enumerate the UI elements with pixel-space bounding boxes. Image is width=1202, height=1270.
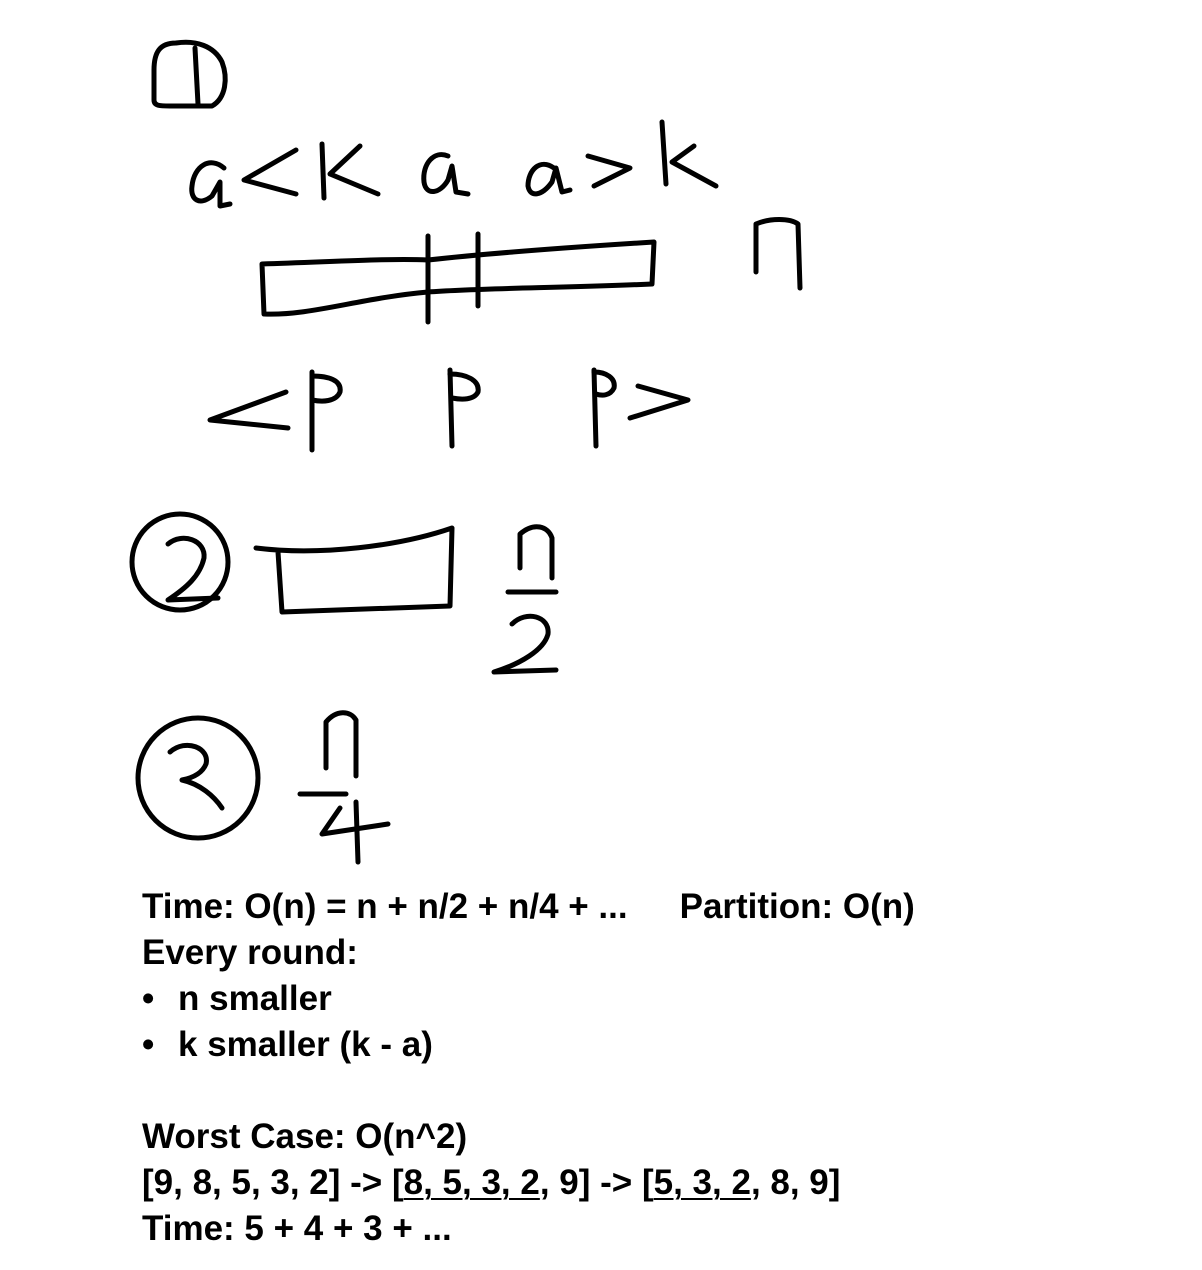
handwritten-sketch (129, 39, 803, 865)
every-round-heading: Every round: (142, 933, 358, 972)
time-complexity-line: Time: O(n) = n + n/2 + n/4 + ... Partitio… (142, 884, 915, 930)
array-rectangle (259, 231, 657, 325)
bullet-text: n smaller (178, 979, 332, 1018)
example-part: , 9] -> [ (539, 1163, 654, 1202)
time-complexity-text: Time: O(n) = n + n/2 + n/4 + ... (142, 887, 628, 926)
handwritten-n (753, 217, 803, 291)
step-3-marker (135, 715, 261, 841)
bullet-dot: • (142, 1025, 155, 1064)
bullet-item: • n smaller (142, 976, 915, 1022)
worst-case-block: Worst Case: O(n^2) [9, 8, 5, 3, 2] -> [8… (142, 1114, 840, 1252)
step-2-marker (129, 511, 231, 613)
handwritten-a-greater-than-k (525, 119, 719, 197)
example-underlined-part: 8, 5, 3, 2 (403, 1163, 540, 1202)
handwritten-a (421, 152, 471, 197)
example-part: [9, 8, 5, 3, 2] -> [ (142, 1163, 404, 1202)
bullet-dot: • (142, 979, 155, 1018)
bullet-item: • k smaller (k - a) (142, 1022, 915, 1068)
handwritten-n-over-2 (491, 524, 559, 675)
example-underlined-part: 5, 3, 2 (653, 1163, 751, 1202)
bullet-text: k smaller (k - a) (178, 1025, 433, 1064)
handwritten-p-greater-than (591, 367, 691, 449)
worst-case-heading: Worst Case: O(n^2) (142, 1117, 468, 1156)
handwritten-less-than-p (207, 369, 343, 453)
time-sum-line: Time: 5 + 4 + 3 + ... (142, 1209, 452, 1248)
worst-case-example: [9, 8, 5, 3, 2] -> [8, 5, 3, 2, 9] -> [5… (142, 1160, 840, 1206)
example-part: , 8, 9] (750, 1163, 841, 1202)
notes-block: Time: O(n) = n + n/2 + n/4 + ... Partitio… (142, 884, 915, 1068)
half-array-rectangle (253, 525, 455, 615)
handwritten-a-less-than-k (189, 141, 381, 209)
handwritten-n-over-4 (297, 710, 391, 865)
step-1-marker (151, 39, 228, 109)
partition-text: Partition: O(n) (679, 887, 915, 926)
handwritten-p (447, 367, 481, 449)
